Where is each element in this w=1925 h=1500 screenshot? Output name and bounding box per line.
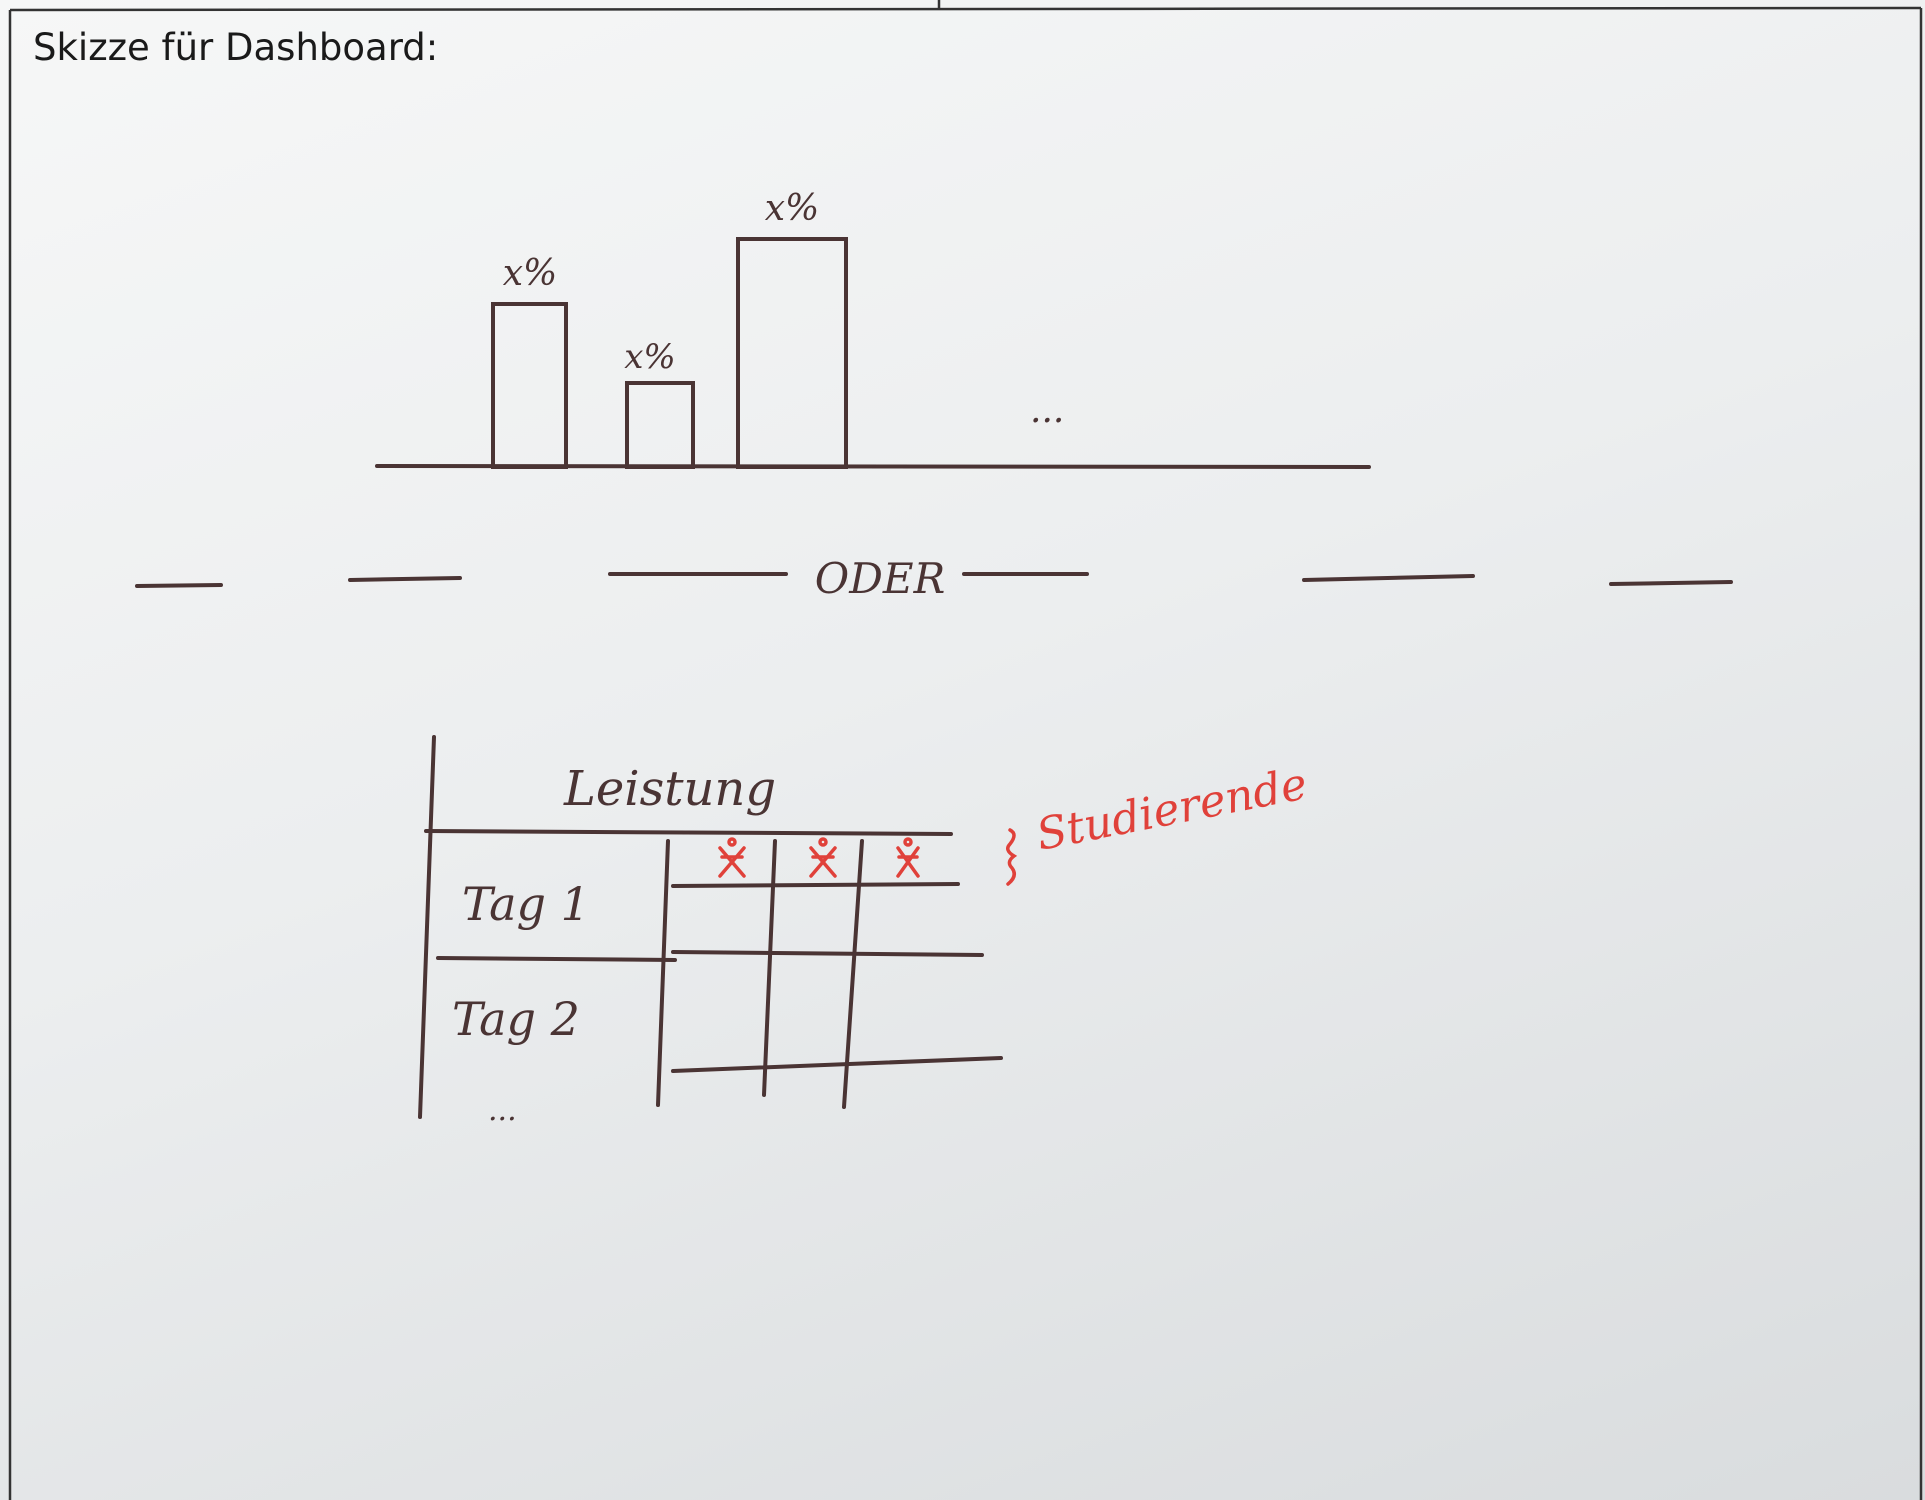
bar: [491, 302, 568, 469]
title: Skizze für Dashboard:: [33, 26, 438, 69]
row-label: Tag 1: [462, 877, 590, 931]
brace: [1006, 828, 1018, 886]
separator: [135, 572, 1733, 588]
table-title: Leistung: [563, 761, 776, 817]
bar-label: x%: [624, 337, 675, 377]
bar-label: x%: [503, 253, 558, 294]
separator-label: ODER: [815, 554, 945, 603]
bar-label: x%: [765, 188, 820, 229]
baseline: [375, 464, 1371, 469]
bar-more: ...: [1030, 390, 1064, 431]
frame: [8, 0, 1923, 1500]
column-label: Studierende: [1032, 758, 1311, 860]
row-label: Tag 2: [452, 992, 580, 1046]
bar: [736, 237, 848, 469]
bar: [625, 381, 695, 469]
rows-more: ...: [488, 1093, 517, 1128]
student-marks: [718, 837, 920, 878]
table-sketch: [418, 735, 1003, 1119]
bar-sketch: x% x% x% ...: [375, 188, 1371, 469]
